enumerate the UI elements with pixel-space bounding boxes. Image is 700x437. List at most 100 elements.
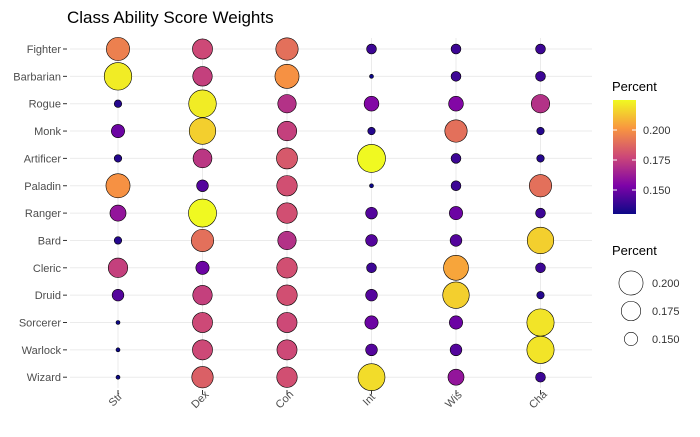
bubble-point	[196, 179, 209, 192]
y-tick-label: Druid	[35, 290, 61, 302]
bubble-point	[364, 315, 379, 330]
bubble-point	[276, 202, 298, 224]
bubble-point	[107, 257, 129, 278]
bubble-point	[365, 234, 378, 247]
y-tick-label: Artificer	[24, 153, 62, 165]
bubble-point	[274, 63, 300, 89]
size-legend: Percent 0.200 0.175 0.150	[612, 243, 680, 346]
bubble-layer	[103, 37, 555, 391]
bubble-point	[442, 281, 470, 309]
y-tick-label: Warlock	[22, 345, 62, 357]
y-tick-label: Fighter	[27, 44, 62, 56]
bubble-point	[277, 230, 297, 250]
color-legend-label: 0.175	[643, 155, 671, 167]
bubble-point	[450, 153, 462, 164]
bubble-point	[366, 43, 377, 55]
bubble-point	[449, 206, 463, 221]
bubble-point	[450, 180, 462, 191]
bubble-point	[449, 315, 463, 330]
bubble-point	[535, 43, 546, 55]
y-tick-label: Rogue	[29, 99, 61, 111]
bubble-point	[366, 262, 377, 274]
bubble-point	[192, 38, 213, 60]
bubble-point	[115, 320, 121, 325]
bubble-point	[105, 173, 131, 199]
bubble-point	[276, 257, 298, 279]
y-tick-label: Barbarian	[13, 71, 61, 83]
bubble-point	[443, 255, 469, 281]
bubble-point	[188, 117, 217, 145]
bubble-point	[369, 74, 374, 79]
bubble-point	[365, 288, 378, 302]
y-tick-label: Paladin	[24, 181, 61, 193]
bubble-point	[363, 96, 380, 112]
size-legend-label: 0.175	[652, 306, 680, 318]
bubble-point	[115, 347, 121, 353]
color-legend-label: 0.200	[643, 125, 671, 137]
bubble-point	[276, 121, 298, 142]
y-tick-label: Ranger	[25, 208, 61, 220]
size-legend-key	[624, 332, 638, 346]
bubble-point	[526, 226, 555, 255]
bubble-point	[444, 119, 468, 143]
y-tick-label: Bard	[38, 235, 61, 247]
x-tick-label: Str	[107, 390, 126, 409]
axes: Fighter Barbarian Rogue Monk Artificer Paladi…	[13, 44, 550, 411]
bubble-point	[450, 71, 462, 82]
bubble-point	[276, 339, 298, 361]
bubble-point	[449, 234, 463, 247]
bubble-point	[535, 71, 546, 82]
bubble-point	[536, 126, 545, 136]
bubble-point	[535, 371, 546, 383]
bubble-point	[365, 206, 378, 220]
grid-lines	[70, 38, 592, 388]
bubble-point	[529, 174, 552, 198]
bubble-point	[447, 368, 465, 386]
bubble-point	[191, 228, 214, 252]
bubble-point	[188, 89, 217, 118]
size-legend-key	[620, 300, 642, 322]
y-tick-label: Wizard	[27, 372, 61, 384]
size-legend-label: 0.200	[652, 278, 680, 290]
x-tick-label: Int	[361, 391, 378, 408]
bubble-point	[276, 366, 298, 388]
color-legend-title: Percent	[612, 79, 657, 94]
x-tick-label: Cha	[527, 388, 550, 411]
bubble-point	[192, 148, 213, 169]
bubble-point	[195, 260, 210, 275]
colorbar	[613, 100, 636, 214]
bubble-point	[357, 144, 386, 173]
bubble-point	[115, 374, 121, 380]
bubble-point	[526, 308, 555, 337]
bubble-point	[113, 154, 123, 163]
y-tick-label: Cleric	[33, 263, 62, 275]
bubble-point	[192, 285, 213, 306]
bubble-point	[365, 343, 378, 357]
bubble-point	[535, 262, 546, 274]
size-legend-label: 0.150	[652, 334, 680, 346]
bubble-point	[103, 62, 133, 91]
x-tick-label: Con	[273, 388, 296, 411]
bubble-point	[276, 147, 298, 170]
bubble-point	[536, 291, 545, 300]
bubble-point	[111, 288, 125, 302]
bubble-point	[275, 37, 299, 61]
bubble-point	[277, 94, 297, 114]
bubble-point	[536, 154, 545, 163]
bubble-point	[530, 94, 551, 114]
size-legend-key	[618, 270, 644, 296]
bubble-point	[191, 366, 214, 389]
bubble-point	[448, 96, 464, 112]
y-tick-label: Monk	[34, 126, 61, 138]
bubble-point	[188, 198, 217, 228]
bubble-point	[526, 335, 555, 364]
x-tick-label: Wis	[443, 389, 465, 411]
bubble-point	[109, 204, 127, 222]
bubble-point	[106, 37, 130, 61]
size-legend-title: Percent	[612, 243, 657, 258]
x-tick-label: Dex	[189, 388, 212, 411]
bubble-point	[276, 175, 298, 197]
bubble-point	[449, 343, 463, 357]
